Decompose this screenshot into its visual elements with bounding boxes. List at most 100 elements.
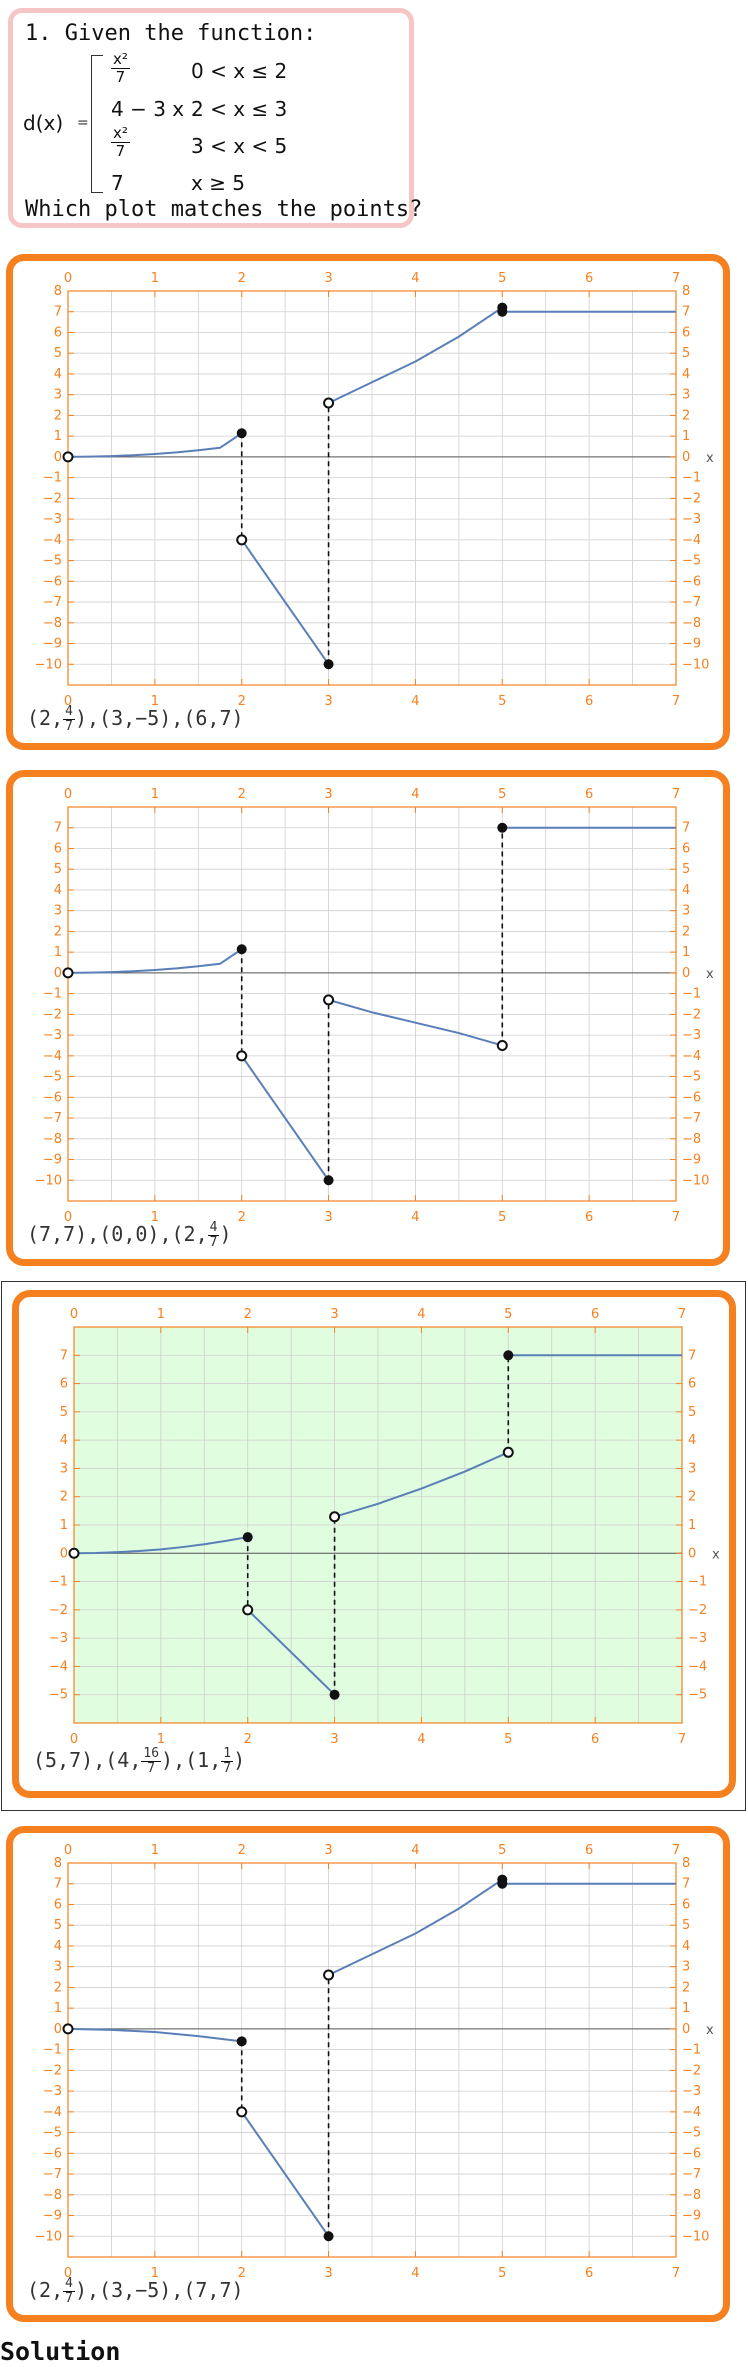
series-line xyxy=(334,1451,509,1518)
x-tick-label-top: 2 xyxy=(238,787,246,802)
y-tick-label-right: −6 xyxy=(682,1090,701,1105)
y-tick-label-right: −5 xyxy=(682,554,701,569)
y-tick-label-left: −3 xyxy=(43,512,62,527)
option-3-caption: (5,7),(4, 16 7),(1, 1 7) xyxy=(33,1747,245,1776)
fraction-numerator: 4 xyxy=(63,704,75,720)
y-tick-label-left: −4 xyxy=(43,533,62,548)
case-3-num: x² xyxy=(111,124,130,143)
caption-text: (2, xyxy=(27,706,64,730)
x-tick-label-top: 6 xyxy=(585,1843,593,1858)
y-tick-label-left: −9 xyxy=(43,637,62,652)
open-point xyxy=(242,1604,254,1616)
y-tick-label-right: 4 xyxy=(682,883,690,898)
x-tick-label-bottom: 2 xyxy=(238,694,246,709)
y-tick-label-right: 7 xyxy=(682,305,690,320)
x-axis-label: x xyxy=(712,1547,720,1562)
y-tick-label-left: 5 xyxy=(60,1405,68,1420)
y-tick-label-left: −3 xyxy=(49,1631,68,1646)
x-tick-label-bottom: 4 xyxy=(411,694,419,709)
y-tick-label-right: 1 xyxy=(682,945,690,960)
y-tick-label-right: −3 xyxy=(688,1631,707,1646)
x-tick-label-bottom: 0 xyxy=(70,1732,78,1747)
x-tick-label-bottom: 7 xyxy=(672,1210,680,1225)
y-tick-label-right: −8 xyxy=(682,616,701,631)
grid xyxy=(67,806,677,1202)
x-tick-label-bottom: 5 xyxy=(498,1210,506,1225)
x-tick-label-top: 0 xyxy=(64,1843,72,1858)
x-tick-label-bottom: 1 xyxy=(157,1732,165,1747)
function-equals: = xyxy=(77,115,89,131)
y-tick-label-right: −1 xyxy=(682,471,701,486)
y-tick-label-right: −2 xyxy=(682,2063,701,2078)
y-tick-label-right: 7 xyxy=(682,1877,690,1892)
filled-point xyxy=(323,2231,334,2242)
piecewise-brace xyxy=(91,55,103,193)
solution-heading[interactable]: Solution xyxy=(0,2337,121,2366)
x-axis-label: x xyxy=(706,451,714,466)
y-tick-label-left: −1 xyxy=(43,2043,62,2058)
fraction-denominator: 7 xyxy=(65,719,73,734)
fraction-denominator: 7 xyxy=(223,1761,232,1776)
y-tick-label-left: 0 xyxy=(54,450,62,465)
x-tick-label-top: 5 xyxy=(498,1843,506,1858)
filled-point xyxy=(503,1350,514,1361)
answer-option-3[interactable]: x 0 0 1 1 2 2 3 3 4 4 5 5 6 6 7 7 −5 −5 −4 −4 −3 −3 −2 −2 −1 −1 0 0 1… xyxy=(12,1290,736,1798)
x-tick-label-top: 0 xyxy=(64,787,72,802)
caption-text: ),(3,−5),(7,7) xyxy=(74,2278,244,2302)
case-4-cond: x ≥ 5 xyxy=(191,171,246,195)
case-3-cond: 3 < x < 5 xyxy=(191,134,288,158)
answer-option-1[interactable]: x 0 0 1 1 2 2 3 3 4 4 5 5 6 6 7 7 −10 −10 −9 −9 −8 −8 −7 −7 −6 −6−… xyxy=(6,254,730,750)
filled-point xyxy=(323,1175,334,1186)
caption-text: ) xyxy=(219,1222,232,1246)
x-tick-label-bottom: 6 xyxy=(585,1210,593,1225)
open-point xyxy=(323,994,335,1006)
y-tick-label-left: 4 xyxy=(54,883,62,898)
x-tick-label-bottom: 3 xyxy=(330,1732,338,1747)
y-tick-label-right: −4 xyxy=(682,1049,701,1064)
x-tick-label-bottom: 3 xyxy=(324,1210,332,1225)
y-tick-label-left: 7 xyxy=(60,1348,68,1363)
x-tick-label-top: 0 xyxy=(70,1307,78,1322)
y-tick-label-right: 6 xyxy=(682,325,690,340)
y-tick-label-left: 5 xyxy=(54,346,62,361)
case-2-expr: 4 − 3 x xyxy=(111,97,185,121)
y-tick-label-left: −2 xyxy=(43,1007,62,1022)
y-tick-label-left: −2 xyxy=(49,1603,68,1618)
y-tick-label-left: 1 xyxy=(54,429,62,444)
y-tick-label-left: 1 xyxy=(54,2001,62,2016)
x-tick-label-bottom: 1 xyxy=(151,1210,159,1225)
filled-point xyxy=(236,2036,247,2047)
answer-option-4[interactable]: x 0 0 1 1 2 2 3 3 4 4 5 5 6 6 7 7 −10 −10 −9 −9 −8 −8 −7 −7 −6 −6−… xyxy=(6,1826,730,2322)
answer-option-2[interactable]: x 0 0 1 1 2 2 3 3 4 4 5 5 6 6 7 7 −10 −10 −9 −9 −8 −8 −7 −7 −6 −6−… xyxy=(6,770,730,1266)
y-tick-label-left: 5 xyxy=(54,1918,62,1933)
x-tick-label-top: 7 xyxy=(672,787,680,802)
y-tick-label-left: 6 xyxy=(60,1377,68,1392)
x-tick-label-bottom: 2 xyxy=(244,1732,252,1747)
x-tick-label-bottom: 2 xyxy=(238,2266,246,2281)
open-point xyxy=(236,1050,248,1062)
y-tick-label-left: 7 xyxy=(54,1877,62,1892)
y-tick-label-left: 4 xyxy=(60,1433,68,1448)
series-line xyxy=(240,1055,330,1181)
filled-point xyxy=(329,1689,340,1700)
y-tick-label-right: 3 xyxy=(688,1461,696,1476)
x-tick-label-bottom: 0 xyxy=(64,694,72,709)
y-tick-label-right: −3 xyxy=(682,2084,701,2099)
series-line xyxy=(328,1878,503,1976)
y-tick-label-right: 1 xyxy=(688,1518,696,1533)
y-tick-label-left: 0 xyxy=(54,966,62,981)
fraction-numerator: 16 xyxy=(141,1746,162,1762)
y-tick-label-left: −7 xyxy=(43,595,62,610)
y-tick-label-left: 0 xyxy=(60,1546,68,1561)
open-point xyxy=(323,1969,335,1981)
y-tick-label-right: 0 xyxy=(688,1546,696,1561)
open-point xyxy=(62,451,74,463)
option-4-caption: (2, 4 7),(3,−5),(7,7) xyxy=(27,2277,244,2306)
y-tick-label-right: −1 xyxy=(682,2043,701,2058)
y-tick-label-right: −10 xyxy=(682,657,709,672)
y-tick-label-right: 6 xyxy=(688,1377,696,1392)
question-title: 1. Given the function: xyxy=(25,21,317,46)
open-point xyxy=(62,2023,74,2035)
x-tick-label-top: 2 xyxy=(238,271,246,286)
